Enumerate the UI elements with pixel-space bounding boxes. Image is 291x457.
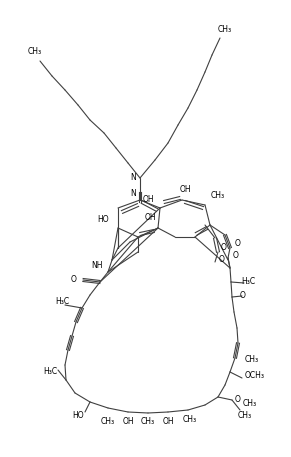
Text: CH₃: CH₃: [238, 410, 252, 420]
Text: OH: OH: [144, 213, 156, 223]
Text: O: O: [233, 251, 239, 260]
Text: CH₃: CH₃: [101, 418, 115, 426]
Text: O: O: [221, 244, 227, 253]
Text: CH₃: CH₃: [183, 415, 197, 425]
Text: CH₃: CH₃: [141, 418, 155, 426]
Text: HO: HO: [72, 410, 84, 420]
Text: CH₃: CH₃: [28, 48, 42, 57]
Text: O: O: [219, 255, 225, 265]
Text: HO: HO: [97, 216, 109, 224]
Text: OH: OH: [122, 418, 134, 426]
Text: CH₃: CH₃: [218, 26, 232, 34]
Text: OCH₃: OCH₃: [245, 371, 265, 379]
Text: NH: NH: [91, 260, 103, 270]
Text: H₃C: H₃C: [43, 367, 57, 377]
Text: CH₃: CH₃: [211, 191, 225, 201]
Text: OH: OH: [142, 196, 154, 204]
Text: OH: OH: [162, 418, 174, 426]
Text: N: N: [130, 174, 136, 182]
Text: H₃C: H₃C: [241, 277, 255, 287]
Text: O: O: [71, 275, 77, 283]
Text: CH₃: CH₃: [243, 399, 257, 408]
Text: O: O: [240, 292, 246, 301]
Text: O: O: [235, 239, 241, 249]
Text: H₃C: H₃C: [55, 298, 69, 307]
Text: OH: OH: [179, 186, 191, 195]
Text: O: O: [235, 395, 241, 404]
Text: CH₃: CH₃: [245, 356, 259, 365]
Text: N: N: [130, 188, 136, 197]
